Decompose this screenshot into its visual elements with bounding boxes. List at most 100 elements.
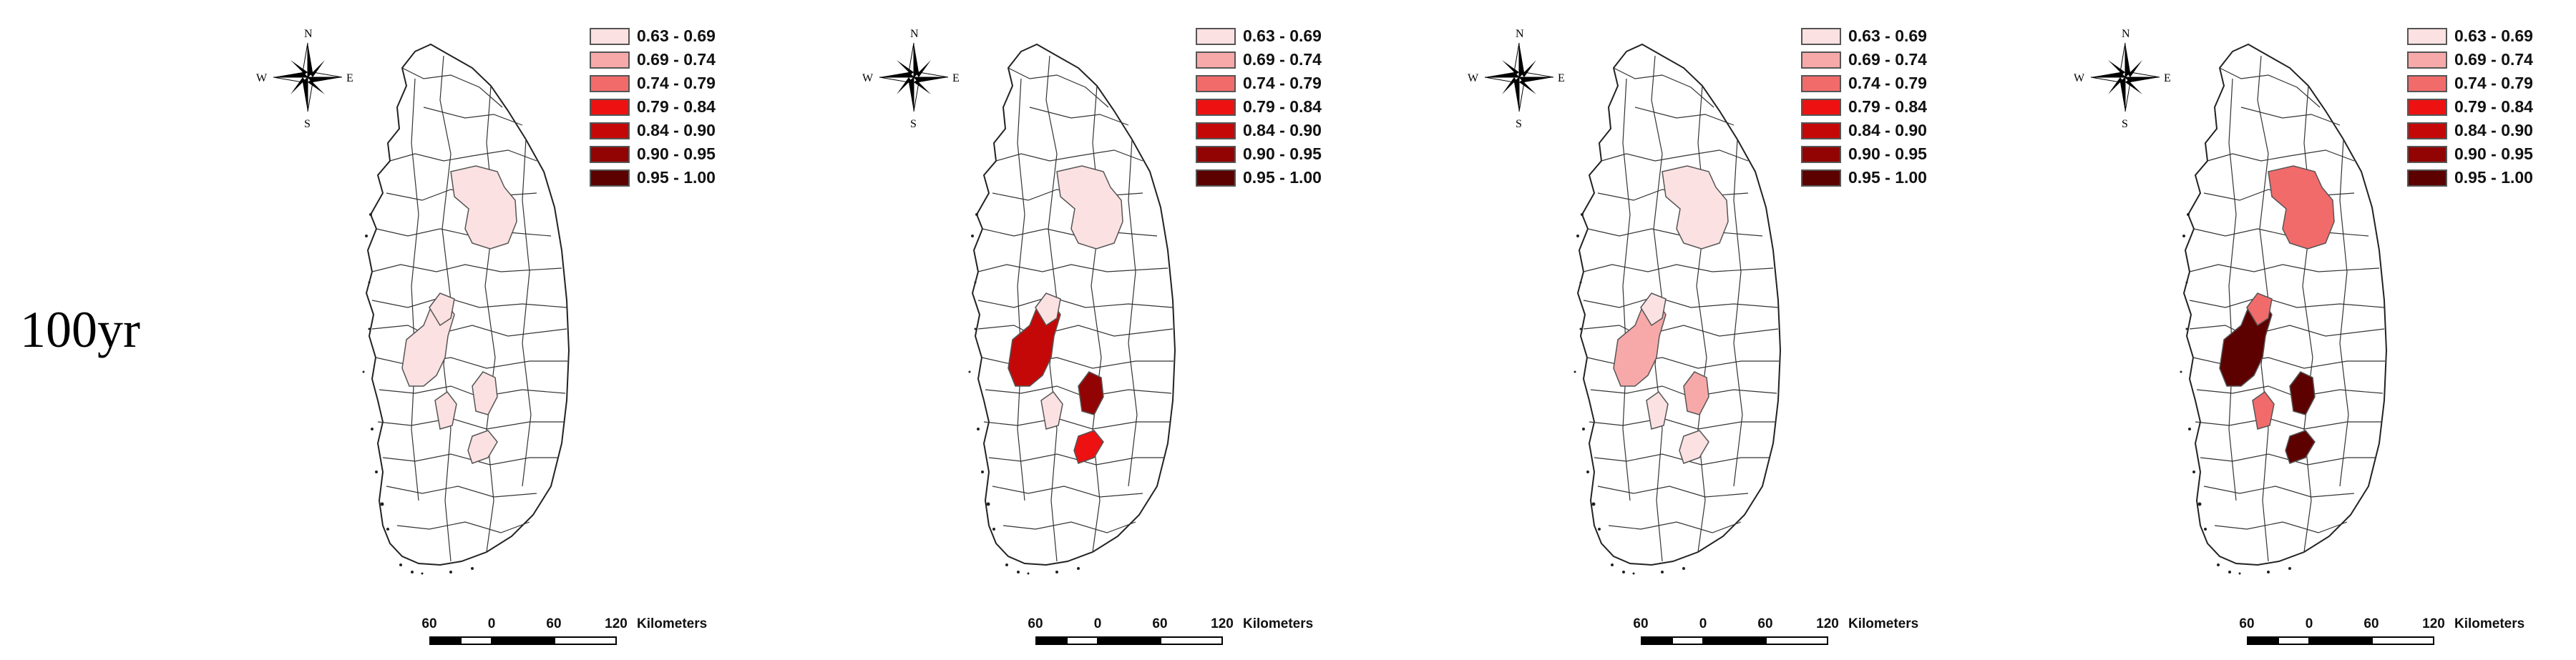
legend-item: 0.79 - 0.84 xyxy=(1801,95,1927,119)
compass-west-label: W xyxy=(862,72,874,84)
legend-item: 0.90 - 0.95 xyxy=(590,142,716,166)
compass-south-label: S xyxy=(304,118,311,130)
legend-swatch xyxy=(1801,122,1841,139)
compass-west-label: W xyxy=(256,72,268,84)
legend-swatch xyxy=(590,98,630,116)
legend-label: 0.74 - 0.79 xyxy=(1243,74,1322,92)
legend-item: 0.84 - 0.90 xyxy=(590,119,716,142)
legend-swatch xyxy=(590,51,630,69)
legend-item: 0.79 - 0.84 xyxy=(1196,95,1322,119)
zone-southeast xyxy=(1073,430,1104,464)
legend-item: 0.69 - 0.74 xyxy=(1801,48,1927,72)
legend-swatch xyxy=(1801,145,1841,163)
legend-label: 0.95 - 1.00 xyxy=(1243,168,1322,187)
compass-south-label: S xyxy=(2122,118,2128,130)
row-label: 100yr xyxy=(20,301,140,358)
compass-east-label: E xyxy=(2164,72,2171,84)
legend-label: 0.95 - 1.00 xyxy=(637,168,716,187)
legend-item: 0.90 - 0.95 xyxy=(1801,142,1927,166)
zone-central xyxy=(1640,292,1667,327)
legend: 0.63 - 0.69 0.69 - 0.74 0.74 - 0.79 0.79 - … xyxy=(590,24,716,189)
compass-rose: N S E W xyxy=(1448,14,1591,143)
legend-swatch xyxy=(2407,98,2447,116)
legend-label: 0.69 - 0.74 xyxy=(1848,50,1927,69)
legend-swatch xyxy=(1196,98,1236,116)
zone-east xyxy=(472,371,498,415)
legend-label: 0.90 - 0.95 xyxy=(637,144,716,163)
legend-item: 0.84 - 0.90 xyxy=(1196,119,1322,142)
map-panel-2: N S E W 0.63 - 0.69 0.69 - 0.74 0.74 - 0.7… xyxy=(842,0,1448,660)
legend-label: 0.63 - 0.69 xyxy=(2454,26,2533,45)
scale-tick-label: 60 xyxy=(1028,616,1043,631)
legend-swatch xyxy=(590,74,630,92)
legend-item: 0.63 - 0.69 xyxy=(2407,24,2533,48)
legend-item: 0.74 - 0.79 xyxy=(2407,72,2533,95)
compass-north-label: N xyxy=(304,28,313,40)
legend: 0.63 - 0.69 0.69 - 0.74 0.74 - 0.79 0.79 - … xyxy=(1196,24,1322,189)
legend-label: 0.84 - 0.90 xyxy=(2454,121,2533,139)
legend-swatch xyxy=(1801,169,1841,187)
scale-tick-label: 120 xyxy=(605,616,628,631)
scale-tick-label: 120 xyxy=(2422,616,2445,631)
zone-northeast xyxy=(1662,165,1729,250)
scale-tick-label: 60 xyxy=(546,616,562,631)
district-boundaries xyxy=(2189,55,2385,562)
zone-northeast xyxy=(2268,165,2335,250)
legend-item: 0.74 - 0.79 xyxy=(1196,72,1322,95)
legend-item: 0.84 - 0.90 xyxy=(1801,119,1927,142)
compass-north-label: N xyxy=(2122,28,2130,40)
zone-central xyxy=(1035,292,1061,327)
scale-unit-label: Kilometers xyxy=(1848,616,1919,631)
legend-swatch xyxy=(1196,169,1236,187)
scale-tick-label: 60 xyxy=(421,616,437,631)
zone-southwest xyxy=(2252,390,2275,430)
legend-label: 0.74 - 0.79 xyxy=(2454,74,2533,92)
scale-tick-label: 60 xyxy=(1757,616,1773,631)
scale-tick-label: 120 xyxy=(1816,616,1839,631)
legend-swatch xyxy=(590,169,630,187)
legend-item: 0.63 - 0.69 xyxy=(590,24,716,48)
map-panel-3: N S E W 0.63 - 0.69 0.69 - 0.74 0.74 - 0.7… xyxy=(1448,0,2053,660)
legend-item: 0.84 - 0.90 xyxy=(2407,119,2533,142)
zone-northeast xyxy=(450,165,517,250)
coastal-islands xyxy=(362,213,474,575)
legend-swatch xyxy=(1196,51,1236,69)
map-panel-4: N S E W 0.63 - 0.69 0.69 - 0.74 0.74 - 0.7… xyxy=(2054,0,2576,660)
legend-item: 0.79 - 0.84 xyxy=(590,95,716,119)
legend-label: 0.79 - 0.84 xyxy=(1848,97,1927,116)
legend-item: 0.74 - 0.79 xyxy=(590,72,716,95)
legend-label: 0.63 - 0.69 xyxy=(1243,26,1322,45)
scale-tick-label: 60 xyxy=(2363,616,2379,631)
mainland-outline xyxy=(365,43,570,566)
scale-tick-label: 0 xyxy=(1699,616,1707,631)
legend-item: 0.90 - 0.95 xyxy=(1196,142,1322,166)
legend-label: 0.95 - 1.00 xyxy=(2454,168,2533,187)
legend-item: 0.90 - 0.95 xyxy=(2407,142,2533,166)
korea-map xyxy=(362,43,570,575)
compass-west-label: W xyxy=(2074,72,2085,84)
scale-unit-label: Kilometers xyxy=(2454,616,2525,631)
compass-east-label: E xyxy=(346,72,353,84)
district-boundaries xyxy=(977,55,1174,562)
legend: 0.63 - 0.69 0.69 - 0.74 0.74 - 0.79 0.79 - … xyxy=(2407,24,2533,189)
legend-swatch xyxy=(2407,74,2447,92)
legend-label: 0.84 - 0.90 xyxy=(1243,121,1322,139)
legend-label: 0.84 - 0.90 xyxy=(637,121,716,139)
compass-rose-icon: N S E W xyxy=(256,28,353,130)
legend-item: 0.95 - 1.00 xyxy=(2407,166,2533,189)
compass-north-label: N xyxy=(1516,28,1524,40)
legend-swatch xyxy=(1801,98,1841,116)
legend-label: 0.69 - 0.74 xyxy=(637,50,716,69)
scale-bar: 60 0 60 120 Kilometers xyxy=(1633,616,2041,659)
compass-north-label: N xyxy=(910,28,919,40)
legend-label: 0.79 - 0.84 xyxy=(2454,97,2533,116)
korea-map xyxy=(968,43,1176,575)
legend-item: 0.69 - 0.74 xyxy=(1196,48,1322,72)
legend-label: 0.74 - 0.79 xyxy=(1848,74,1927,92)
korea-map xyxy=(1574,43,1782,575)
legend-label: 0.90 - 0.95 xyxy=(1848,144,1927,163)
compass-west-label: W xyxy=(1468,72,1479,84)
legend-label: 0.79 - 0.84 xyxy=(1243,97,1322,116)
scale-unit-label: Kilometers xyxy=(1243,616,1314,631)
zone-east xyxy=(1683,371,1709,415)
